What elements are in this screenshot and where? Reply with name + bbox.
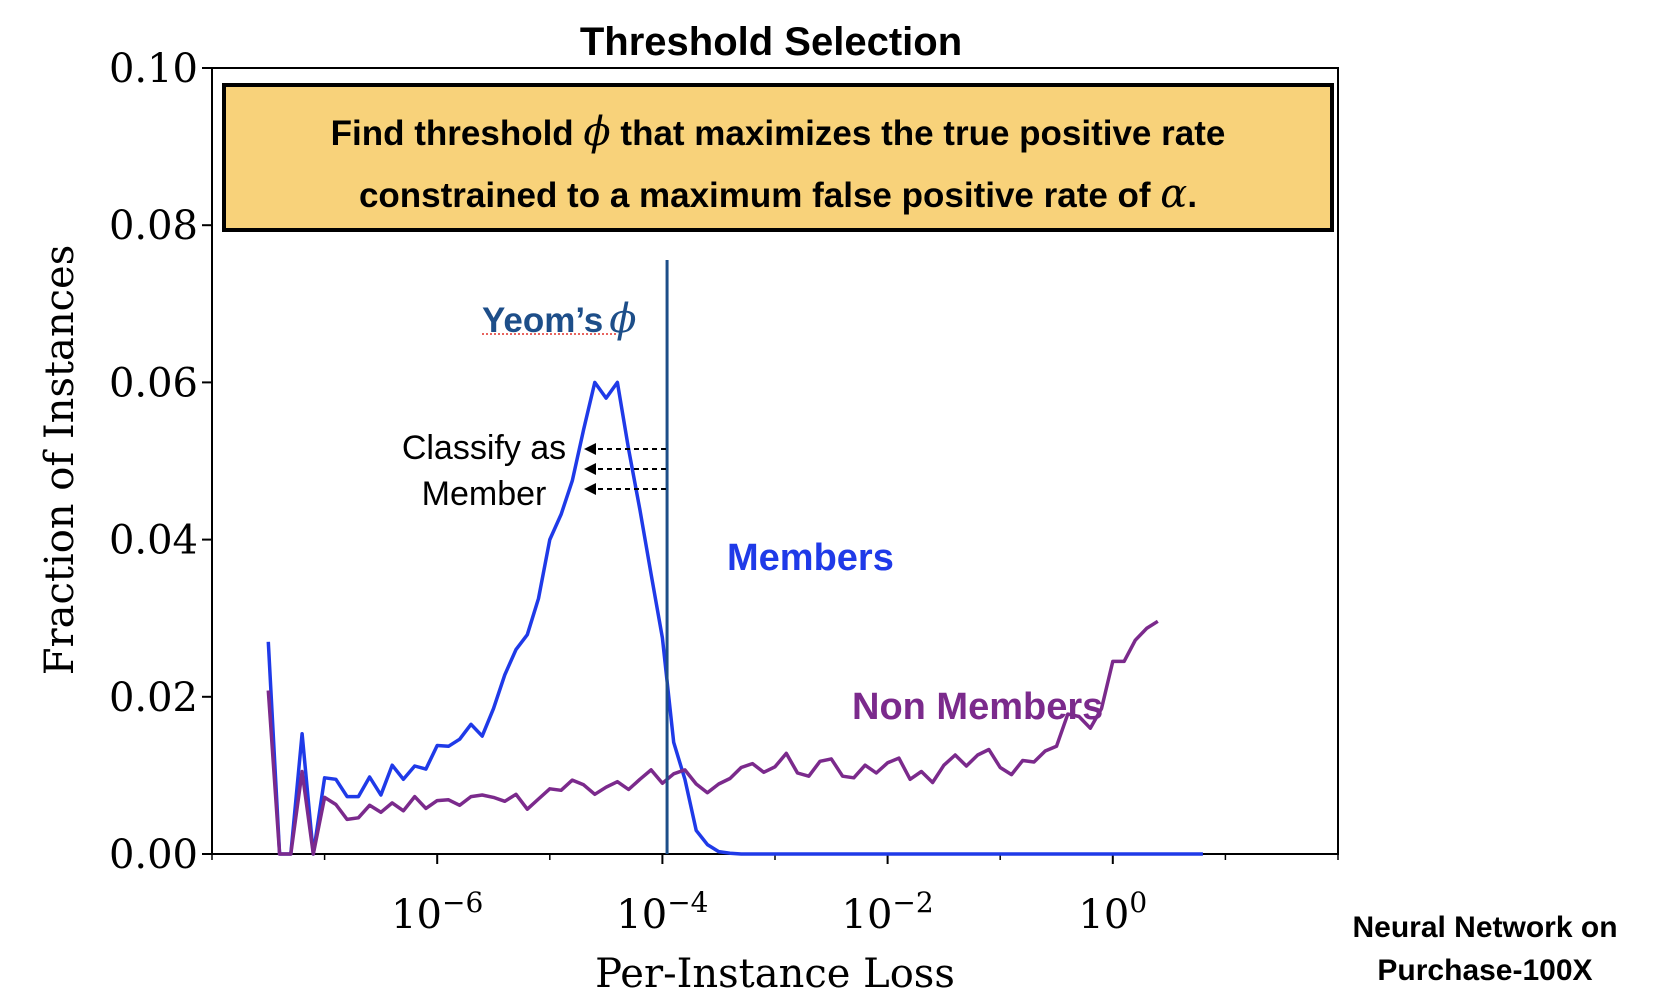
x-tick-exponent: 0 — [1129, 886, 1147, 919]
arrow-1-head — [584, 443, 596, 455]
info-box-line-1-start: Find threshold — [331, 114, 584, 153]
non-members-label: Non Members — [852, 686, 1103, 728]
threshold-label: Yeom’s ϕ — [482, 296, 637, 342]
x-tick-base: 10 — [1078, 892, 1129, 938]
x-tick-label: 10−4 — [616, 886, 708, 938]
members-label: Members — [727, 537, 894, 579]
classify-label-line-1: Classify as — [402, 429, 566, 467]
footnote-line-2: Purchase-100X — [1377, 954, 1592, 987]
classify-label-line-2: Member — [422, 475, 547, 513]
x-tick-label: 10−2 — [842, 886, 934, 938]
chart-title: Threshold Selection — [580, 20, 962, 64]
info-box-line-1-end: that maximizes the true positive rate — [611, 114, 1226, 153]
x-tick-exponent: −2 — [892, 886, 933, 919]
x-axis-ticks: 10−6 10−4 10−2 100 — [211, 854, 1339, 938]
y-tick-label: 0.10 — [109, 46, 198, 92]
arrow-3-head — [584, 483, 596, 495]
y-tick-label: 0.02 — [109, 675, 198, 721]
info-box-line-1: Find threshold ϕ that maximizes the true… — [331, 109, 1226, 155]
series-layer — [266, 380, 1203, 856]
x-tick-label: 100 — [1078, 886, 1147, 938]
phi-symbol: ϕ — [583, 109, 610, 155]
info-box — [222, 83, 1334, 232]
x-axis-label: Per-Instance Loss — [595, 951, 955, 992]
x-tick-base: 10 — [391, 892, 442, 938]
x-tick-base: 10 — [616, 892, 667, 938]
y-tick-label: 0.08 — [109, 203, 198, 249]
info-box-line-2-start: constrained to a maximum false positive … — [359, 176, 1160, 215]
y-tick-label: 0.06 — [109, 360, 198, 406]
members-series-line — [266, 380, 1203, 856]
footnote-line-1: Neural Network on — [1352, 911, 1617, 944]
threshold-phi-symbol: ϕ — [609, 296, 636, 342]
y-tick-label: 0.00 — [109, 832, 198, 878]
arrow-2-head — [584, 463, 596, 475]
info-box-line-2: constrained to a maximum false positive … — [359, 171, 1197, 217]
non-members-series-line — [266, 619, 1159, 856]
x-tick-label: 10−6 — [391, 886, 483, 938]
x-tick-exponent: −6 — [442, 886, 483, 919]
x-tick-exponent: −4 — [667, 886, 708, 919]
y-tick-label: 0.04 — [109, 518, 198, 564]
y-axis-label: Fraction of Instances — [37, 245, 83, 676]
x-tick-base: 10 — [842, 892, 893, 938]
y-axis-ticks: 0.00 0.02 0.04 0.06 0.08 0.10 — [109, 46, 212, 878]
classify-arrows — [584, 443, 666, 495]
info-box-line-2-end: . — [1187, 176, 1197, 215]
alpha-symbol: α — [1160, 171, 1187, 217]
